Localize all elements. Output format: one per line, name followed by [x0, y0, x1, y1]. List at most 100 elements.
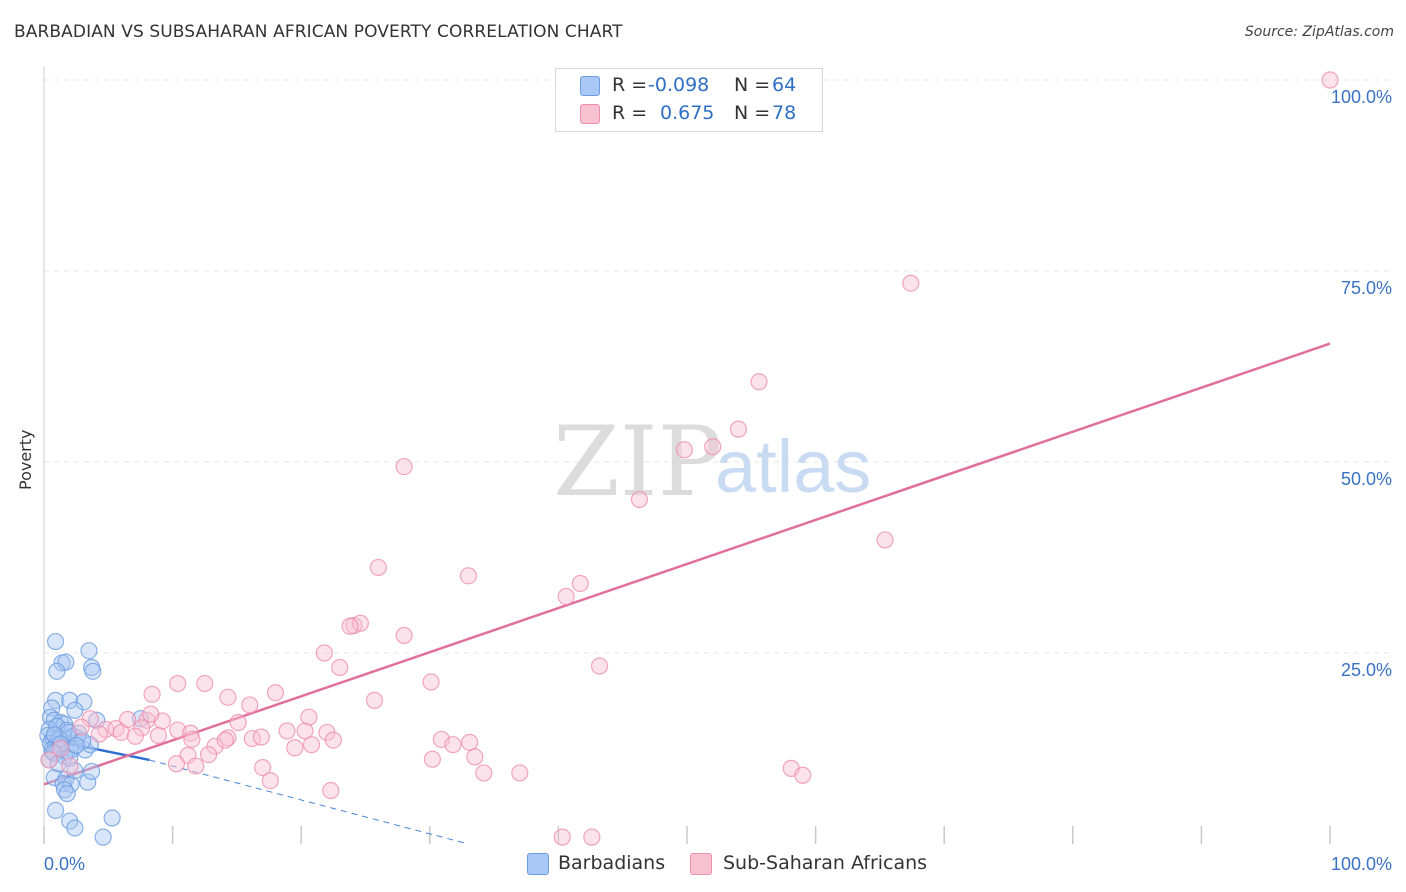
point-subsaharan [444, 736, 462, 754]
point-subsaharan [149, 726, 168, 745]
bottom-legend-swatch-barbadians [527, 853, 549, 875]
point-subsaharan [704, 438, 722, 456]
point-subsaharan [216, 731, 234, 749]
point-subsaharan [40, 751, 58, 769]
bottom-legend-label: Sub-Saharan Africans [723, 852, 928, 874]
data-points [39, 71, 1339, 846]
legend-r-label: R = [612, 74, 648, 96]
point-subsaharan [876, 531, 894, 549]
point-subsaharan [266, 684, 285, 702]
point-subsaharan [52, 739, 70, 758]
point-barbadian [79, 773, 97, 791]
y-tick-label: 25.0% [1341, 660, 1392, 680]
point-subsaharan [187, 757, 205, 775]
point-barbadian [67, 736, 85, 755]
point-subsaharan [300, 708, 318, 726]
correlation-legend: R = -0.098 N = 64 R = 0.675 N = 78 [555, 68, 823, 132]
bottom-legend-label: Barbadians [558, 852, 666, 874]
legend-n-label: N = [734, 74, 771, 96]
point-barbadian [66, 701, 84, 719]
grid-lines [44, 79, 1392, 654]
point-barbadian [131, 710, 150, 728]
point-subsaharan [278, 722, 296, 740]
point-subsaharan [365, 691, 384, 709]
point-subsaharan [794, 766, 812, 784]
point-subsaharan [143, 685, 161, 703]
point-subsaharan [571, 574, 589, 593]
point-barbadian [103, 809, 121, 827]
point-subsaharan [196, 674, 214, 693]
point-subsaharan [72, 718, 90, 736]
point-subsaharan [475, 764, 493, 782]
point-barbadian [84, 662, 102, 680]
trend-line-subsaharan [43, 342, 1331, 786]
point-subsaharan [341, 617, 359, 635]
point-subsaharan [241, 696, 259, 714]
point-subsaharan [302, 736, 321, 754]
x-tick-label-max: 100.0% [1331, 854, 1392, 874]
point-subsaharan [750, 373, 768, 391]
point-subsaharan [902, 274, 920, 292]
point-subsaharan [511, 764, 529, 782]
point-subsaharan [142, 705, 160, 723]
point-subsaharan [183, 730, 201, 748]
point-subsaharan [423, 750, 441, 768]
point-barbadian [82, 762, 101, 781]
legend-n-label: N = [734, 102, 771, 124]
axes [43, 66, 1331, 844]
y-tick-label: 50.0% [1341, 469, 1392, 489]
point-subsaharan [169, 674, 187, 693]
point-subsaharan [126, 727, 144, 745]
point-subsaharan [583, 828, 601, 846]
point-subsaharan [630, 490, 649, 509]
watermark-zip: ZIP [553, 406, 722, 518]
point-subsaharan [315, 644, 333, 662]
legend-n-value: 78 [772, 102, 797, 124]
watermark: ZIP atlas [553, 406, 871, 518]
y-tick-label: 75.0% [1341, 278, 1392, 298]
point-subsaharan [254, 758, 272, 777]
point-subsaharan [729, 420, 748, 438]
point-subsaharan [90, 725, 108, 743]
legend-swatch-barbadians [580, 76, 600, 96]
point-barbadian [45, 726, 63, 744]
point-barbadian [46, 632, 65, 651]
point-barbadian [57, 653, 75, 671]
point-subsaharan [167, 755, 186, 773]
point-subsaharan [322, 781, 340, 800]
point-subsaharan [182, 724, 200, 742]
point-subsaharan [369, 558, 387, 577]
legend-r-value: 0.675 [660, 102, 715, 124]
point-barbadian [80, 642, 98, 660]
point-subsaharan [553, 828, 571, 846]
legend-r-label: R = [612, 102, 648, 124]
point-subsaharan [169, 721, 187, 739]
point-subsaharan [557, 587, 575, 606]
point-subsaharan [331, 658, 349, 677]
point-barbadian [88, 711, 106, 729]
point-barbadian [66, 762, 84, 780]
legend-n-value: 64 [772, 74, 797, 96]
point-subsaharan [459, 567, 477, 585]
chart-source: Source: ZipAtlas.com [1244, 24, 1394, 40]
watermark-atlas: atlas [715, 425, 871, 508]
point-subsaharan [261, 771, 279, 790]
point-subsaharan [229, 713, 247, 732]
point-barbadian [48, 662, 66, 680]
point-subsaharan [395, 626, 413, 645]
point-barbadian [94, 828, 112, 846]
point-barbadian [61, 691, 79, 709]
point-barbadian [66, 819, 84, 837]
legend-row-subsaharan: R = 0.675 N = 78 [556, 101, 822, 127]
legend-swatch-subsaharan [580, 104, 600, 124]
point-subsaharan [466, 748, 484, 766]
legend-r-value: -0.098 [648, 74, 710, 96]
point-subsaharan [219, 688, 237, 706]
point-subsaharan [219, 729, 237, 747]
bottom-legend-swatch-subsaharan [690, 853, 712, 875]
point-subsaharan [590, 657, 609, 675]
x-tick-label-min: 0.0% [44, 854, 85, 874]
tick-labels: 25.0% 50.0% 75.0% 100.0% 0.0% 100.0% [44, 87, 1392, 874]
point-subsaharan [252, 728, 270, 746]
